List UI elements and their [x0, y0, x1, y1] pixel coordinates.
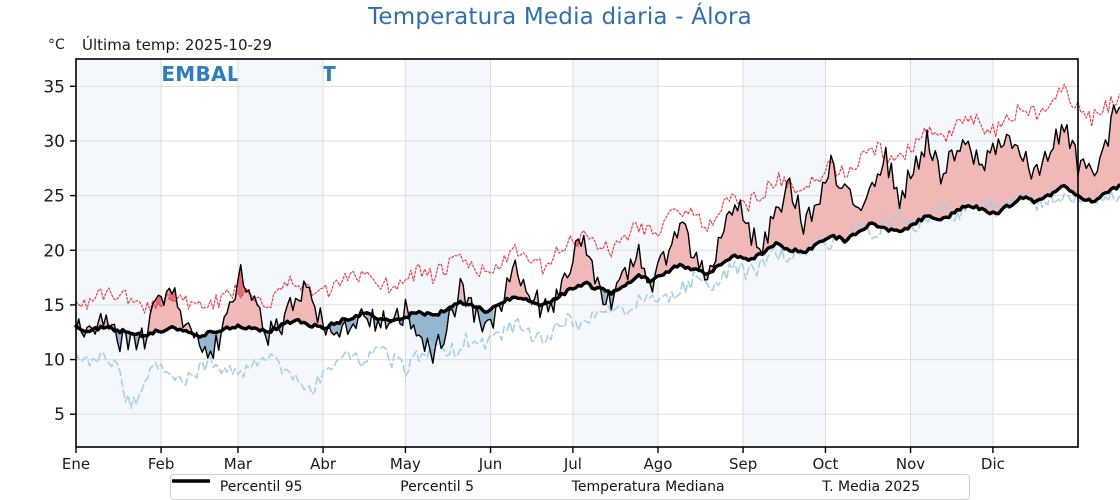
legend-label: Percentil 5 — [400, 479, 475, 495]
y-tick-label: 10 — [43, 351, 65, 371]
plot-frame — [75, 58, 1079, 448]
x-tick-label: Nov — [896, 455, 925, 473]
x-tick-label: Jun — [478, 455, 502, 473]
legend-item-2[interactable]: Temperatura Mediana — [172, 479, 725, 495]
fill-below-median — [397, 308, 403, 326]
last-temp-label: Última temp: 2025-10-29 — [82, 36, 273, 54]
series-percentil-5 — [75, 189, 1120, 409]
legend-item-1[interactable]: Percentil 5 — [172, 479, 475, 495]
fill-above-median — [559, 235, 601, 298]
y-axis-unit-label: °C — [48, 37, 65, 53]
x-tick-label: Oct — [812, 455, 838, 473]
y-tick-label: 25 — [43, 187, 65, 207]
series-temperatura-mediana — [74, 183, 1120, 339]
y-tick-label: 35 — [43, 77, 65, 97]
x-tick-label: Feb — [148, 455, 175, 473]
chart-legend: Percentil 95 Percentil 5 Temperatura Media… — [170, 474, 970, 500]
y-tick-label: 5 — [54, 405, 65, 425]
chart-title: Temperatura Media diaria - Álora — [368, 4, 752, 30]
x-tick-label: Ago — [643, 455, 672, 473]
y-tick-label: 30 — [43, 132, 65, 152]
legend-item-0[interactable]: Percentil 95 — [172, 479, 303, 495]
month-band — [405, 59, 491, 447]
month-band — [572, 59, 658, 447]
month-band — [237, 59, 324, 447]
legend-label: Temperatura Mediana — [571, 479, 725, 495]
x-tick-label: Jul — [563, 455, 582, 473]
y-tick-label: 15 — [43, 296, 65, 316]
y-tick-label: 20 — [43, 241, 65, 261]
x-tick-label: Abr — [310, 455, 337, 473]
fill-above-median — [531, 290, 538, 305]
fill-above-median — [652, 222, 702, 293]
fill-below-median — [276, 318, 282, 335]
legend-swatch-thin-solid — [172, 480, 210, 482]
fill-above-median — [707, 105, 1120, 280]
legend-label: T. Media 2025 — [822, 479, 921, 495]
x-tick-label: Dic — [981, 455, 1005, 473]
x-tick-label: May — [390, 455, 421, 473]
fill-below-median — [408, 303, 455, 364]
month-band — [910, 59, 993, 447]
fill-above-median — [402, 299, 409, 326]
legend-label: Percentil 95 — [219, 479, 303, 495]
x-tick-label: Mar — [224, 455, 253, 473]
fill-above-median — [493, 304, 499, 329]
legend-item-3[interactable]: T. Media 2025 — [172, 479, 921, 495]
series-percentil-95 — [75, 83, 1120, 314]
month-band — [76, 59, 162, 447]
fill-above-median — [454, 278, 464, 317]
x-tick-label: Ene — [62, 455, 90, 473]
x-tick-label: Sep — [729, 455, 757, 473]
